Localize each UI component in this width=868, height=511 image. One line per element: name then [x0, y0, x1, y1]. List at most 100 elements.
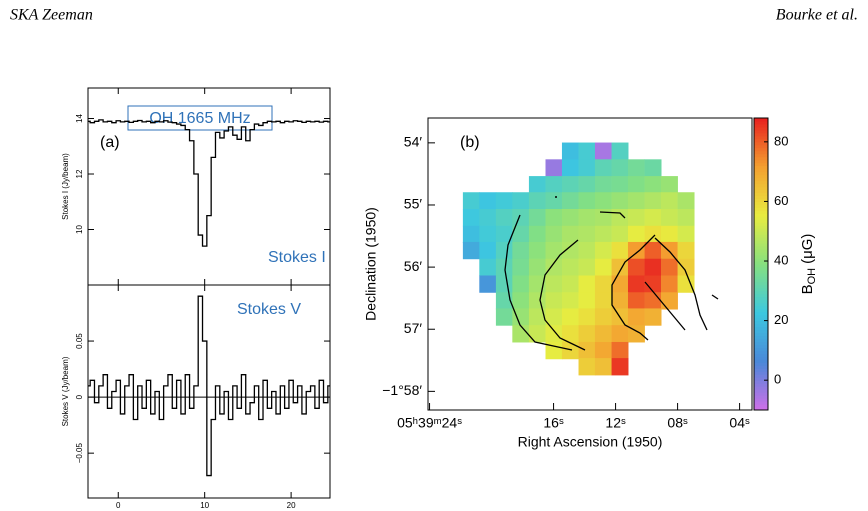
pixel [561, 241, 579, 260]
pixel [528, 258, 546, 276]
colorbar-step [754, 264, 768, 268]
pixel [545, 308, 563, 326]
colorbar-step [754, 353, 768, 357]
pixel [545, 341, 563, 360]
contour [504, 214, 573, 351]
pixel [495, 308, 513, 326]
colorbar-tick-label: 0 [774, 372, 781, 387]
pixel [545, 275, 563, 293]
colorbar-step [754, 132, 768, 137]
colorbar-step [754, 374, 768, 378]
colorbar-tick-label: 60 [774, 193, 788, 208]
contour [539, 239, 586, 351]
pixel [594, 358, 612, 376]
pixel [594, 176, 612, 194]
x-tick-label: 08ˢ [667, 415, 688, 431]
pixel [479, 225, 497, 244]
pixel [512, 209, 530, 227]
colorbar-step [754, 317, 768, 322]
colorbar-step [754, 299, 768, 304]
pixel [528, 308, 546, 326]
pixel [627, 159, 645, 177]
colorbar-step [754, 162, 768, 167]
colorbar-step [754, 243, 768, 247]
colorbar-step [754, 168, 768, 173]
pixel [512, 192, 530, 210]
pixel [578, 241, 596, 260]
pixel [545, 209, 563, 227]
pixel [528, 209, 546, 227]
colorbar-step [754, 183, 768, 188]
pixel [627, 308, 645, 326]
colorbar-step [754, 177, 768, 182]
colorbar-step [754, 240, 768, 244]
colorbar-step [754, 156, 768, 161]
spectrum [88, 295, 330, 477]
colorbar-step [754, 308, 768, 313]
pixel [594, 325, 612, 343]
colorbar-title-part: (μG) [799, 234, 816, 264]
colorbar-step [754, 386, 768, 390]
pixel [611, 325, 629, 343]
pixel [644, 241, 662, 260]
x-tick-label: 20 [287, 501, 296, 510]
pixel [644, 308, 662, 326]
pixel [611, 142, 629, 160]
y-tick-label: 0.05 [75, 333, 84, 349]
colorbar-step [754, 129, 768, 134]
contour [555, 196, 557, 198]
colorbar-step [754, 147, 768, 152]
colorbar-step [754, 165, 768, 170]
pixel [627, 241, 645, 260]
pixel [627, 275, 645, 293]
pixel [561, 308, 579, 326]
x-axis-title: Right Ascension (1950) [518, 434, 663, 450]
y-tick-label: 14 [75, 114, 84, 123]
colorbar-step [754, 269, 768, 274]
colorbar-step [754, 207, 768, 211]
header-right: Bourke et al. [776, 7, 858, 24]
colorbar-step [754, 228, 768, 232]
pixel [561, 325, 579, 343]
pixel [594, 159, 612, 177]
pixel [611, 292, 629, 310]
x-tick-label: 12ˢ [605, 415, 626, 431]
colorbar-step [754, 296, 768, 301]
x-tick-label: 10 [200, 501, 209, 510]
pixel [594, 142, 612, 160]
colorbar-step [754, 293, 768, 298]
x-tick-label: 0 [116, 501, 121, 510]
pixel [627, 192, 645, 210]
colorbar-step [754, 237, 768, 241]
pixel [611, 341, 629, 360]
pixel [528, 225, 546, 244]
pixel [644, 176, 662, 194]
pixel [627, 258, 645, 276]
pixel [512, 241, 530, 260]
pixel [627, 176, 645, 194]
colorbar-step [754, 350, 768, 354]
pixel [512, 225, 530, 244]
pixel [578, 341, 596, 360]
colorbar-step [754, 261, 768, 265]
pixel [512, 308, 530, 326]
colorbar-step [754, 332, 768, 337]
colorbar-step [754, 246, 768, 250]
pixel [644, 292, 662, 310]
colorbar-tick-label: 20 [774, 312, 788, 327]
line-label-box [127, 105, 273, 131]
colorbar-step [754, 365, 768, 369]
colorbar-step [754, 123, 768, 128]
pixel [594, 341, 612, 360]
colorbar-step [754, 120, 768, 125]
y-tick-label: 0 [75, 394, 84, 399]
colorbar-step [754, 266, 768, 271]
pixel [594, 292, 612, 310]
pixel [479, 209, 497, 227]
colorbar-step [754, 344, 768, 348]
colorbar-step [754, 186, 768, 191]
panel-label: (a) [100, 134, 120, 151]
y-tick-label: 54′ [404, 134, 423, 150]
pixel [611, 275, 629, 293]
